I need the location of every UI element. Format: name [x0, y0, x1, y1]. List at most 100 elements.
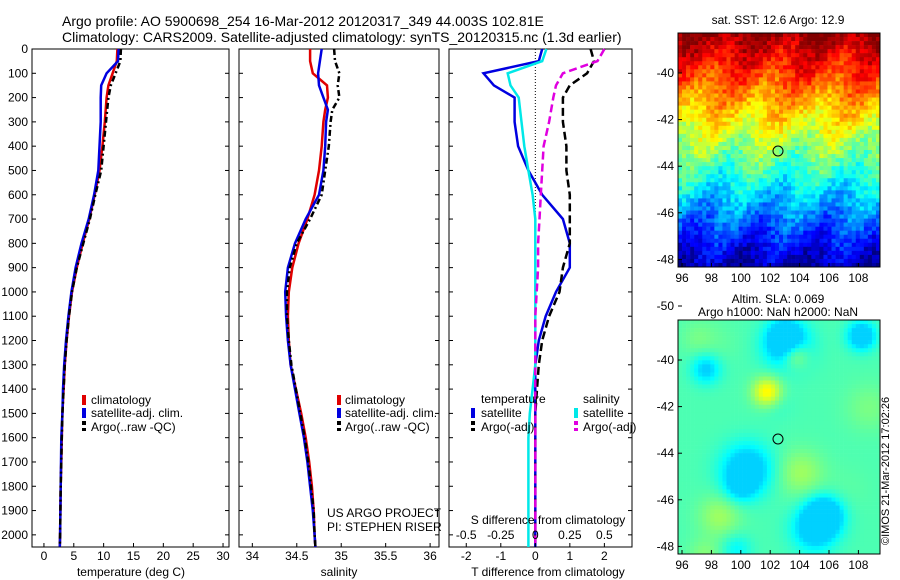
sst-cell [754, 69, 760, 74]
sst-cell [738, 158, 743, 163]
sst-cell [819, 150, 824, 155]
sla-cell [694, 384, 699, 389]
sst-cell [682, 174, 687, 179]
sst-cell [807, 154, 812, 159]
sla-cell [779, 344, 784, 349]
sla-cell [770, 416, 776, 422]
sst-cell [734, 121, 739, 127]
sst-cell [811, 89, 816, 94]
sla-cell [678, 356, 683, 361]
sst-cell [770, 262, 776, 268]
sla-cell [851, 356, 857, 361]
sla-cell [698, 364, 703, 369]
sla-cell [774, 408, 780, 414]
sla-cell [694, 344, 699, 349]
sst-cell [839, 222, 844, 227]
sst-cell [766, 202, 772, 207]
sst-cell [730, 121, 735, 127]
sla-cell [750, 336, 756, 341]
sst-cell [690, 57, 695, 62]
sst-cell [690, 101, 695, 106]
sla-cell [718, 408, 723, 414]
sla-cell [690, 437, 695, 442]
panel-temperature-frame [31, 48, 230, 548]
sla-cell [706, 465, 711, 470]
sla-cell [791, 412, 796, 418]
sla-cell [851, 424, 857, 430]
sla-cell [835, 408, 840, 414]
sla-cell [690, 420, 695, 426]
sla-cell [867, 416, 873, 422]
sst-cell [702, 170, 707, 175]
sla-cell [758, 340, 764, 345]
sst-cell [863, 178, 869, 183]
sst-cell [839, 61, 844, 66]
sla-cell [722, 404, 727, 410]
sla-cell [863, 380, 869, 385]
sst-cell [718, 178, 723, 183]
sst-cell [714, 105, 719, 110]
sst-cell [831, 133, 836, 139]
sla-cell [851, 372, 857, 377]
sla-cell [867, 368, 873, 373]
sst-cell [815, 93, 820, 98]
sla-cell [835, 449, 840, 454]
sst-cell [774, 206, 780, 211]
sla-cell [811, 428, 816, 434]
sst-cell [867, 190, 873, 195]
sst-cell [750, 226, 756, 231]
sla-cell [791, 380, 796, 385]
sla-cell [698, 441, 703, 446]
sst-cell [698, 162, 703, 167]
sla-cell [779, 392, 784, 397]
sla-cell [686, 320, 691, 325]
sst-cell [738, 61, 743, 66]
sst-cell [690, 69, 695, 74]
sla-cell [754, 352, 760, 357]
sst-cell [774, 125, 780, 131]
sst-cell [762, 226, 768, 231]
sst-cell [831, 113, 836, 119]
sst-cell [831, 174, 836, 179]
sla-cell [835, 332, 840, 337]
sla-cell [795, 320, 800, 325]
sst-cell [803, 238, 808, 244]
sst-cell [686, 73, 691, 78]
sst-cell [734, 61, 739, 66]
sla-cell [807, 340, 812, 345]
sst-cell [774, 97, 780, 102]
sla-cell [722, 328, 727, 333]
sst-cell [774, 230, 780, 236]
sst-cell [843, 125, 848, 131]
sst-cell [783, 182, 788, 187]
sst-cell [766, 258, 772, 264]
sla-cell [726, 336, 731, 341]
sst-cell [835, 137, 840, 143]
sst-cell [819, 166, 824, 171]
sst-cell [823, 210, 828, 215]
sst-cell [867, 145, 873, 151]
sla-cell [766, 368, 772, 373]
sst-cell [714, 218, 719, 223]
sst-cell [714, 93, 719, 98]
sst-cell [871, 230, 877, 236]
sst-cell [710, 178, 715, 183]
sla-cell [718, 324, 723, 329]
sst-cell [843, 117, 848, 123]
sst-cell [867, 117, 873, 123]
sst-cell [859, 186, 865, 191]
sst-cell [859, 150, 865, 155]
sst-cell [690, 246, 695, 252]
sla-cell [722, 364, 727, 369]
sst-cell [807, 33, 812, 38]
sla-cell [698, 380, 703, 385]
sst-cell [694, 37, 699, 42]
sst-cell [847, 101, 853, 106]
legend-sal-argo-swatch [574, 421, 578, 425]
sst-cell [774, 234, 780, 240]
sst-cell [738, 210, 743, 215]
sst-cell [827, 53, 832, 58]
sst-cell [770, 33, 776, 38]
sst-cell [706, 81, 711, 86]
sst-cell [851, 150, 857, 155]
